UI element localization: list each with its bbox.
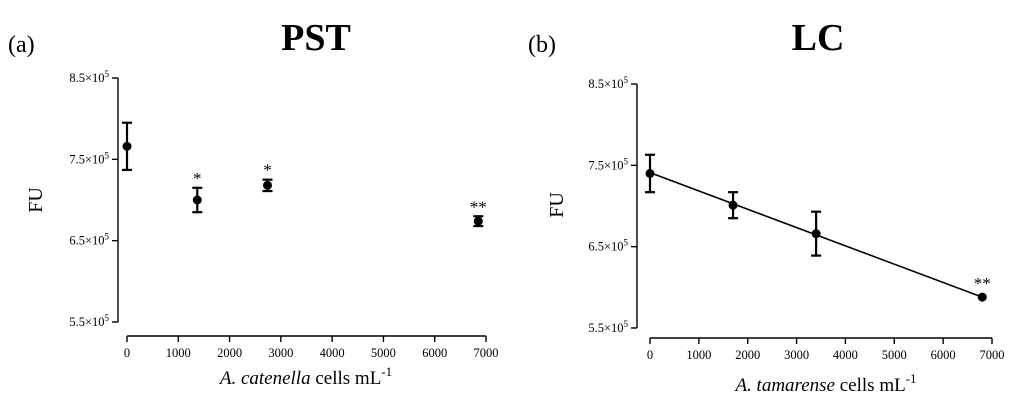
x-tick-label: 6000: [422, 346, 447, 360]
x-tick-label: 7000: [980, 348, 1005, 362]
y-tick-label: 5.5×105: [69, 313, 109, 329]
x-tick-label: 0: [647, 348, 653, 362]
chart-title: PST: [281, 17, 351, 59]
data-point: [728, 200, 738, 210]
x-tick-label: 5000: [882, 348, 907, 362]
y-tick-label: 8.5×105: [69, 69, 109, 85]
chart-panel-b: (b) LC 8.5×105 7.5×105 6.5×105 5.5×105 0 1000 20…: [528, 17, 1005, 396]
y-tick-label: 8.5×105: [588, 75, 628, 91]
x-tick-label: 3000: [784, 348, 809, 362]
data-point-group: [811, 210, 822, 257]
x-tick-label: 1000: [686, 348, 711, 362]
x-axis-label: A. catenella cells mL-1: [218, 364, 392, 389]
y-axis-label: FU: [25, 187, 47, 213]
panel-label: (b): [528, 32, 556, 58]
data-point-group: *: [192, 169, 203, 214]
significance-mark: *: [263, 161, 272, 180]
data-point: [473, 216, 483, 226]
data-point: [977, 292, 987, 302]
panel-label: (a): [8, 32, 35, 58]
x-tick-label: 5000: [371, 346, 396, 360]
data-point-group: **: [974, 274, 991, 302]
data-point-group: [645, 153, 655, 194]
x-tick-label: 2000: [217, 346, 242, 360]
y-tick-label: 5.5×105: [588, 319, 628, 335]
x-axis-label: A. tamarense cells mL-1: [733, 371, 916, 396]
data-point: [122, 141, 132, 151]
data-point-group: [122, 121, 132, 172]
data-point: [263, 180, 273, 190]
data-point: [645, 168, 655, 178]
data-point: [811, 229, 821, 239]
y-axis-label: FU: [546, 192, 568, 218]
y-tick-label: 7.5×105: [69, 150, 109, 166]
data-point: [192, 195, 202, 205]
data-point-group: **: [470, 197, 487, 228]
x-tick-label: 3000: [268, 346, 293, 360]
x-tick-label: 2000: [735, 348, 760, 362]
x-tick-label: 0: [124, 346, 130, 360]
y-tick-label: 6.5×105: [69, 232, 109, 248]
data-point-group: *: [262, 161, 273, 193]
data-point-group: [728, 191, 739, 220]
x-tick-label: 4000: [833, 348, 858, 362]
chart-title: LC: [792, 17, 845, 59]
x-tick-label: 7000: [474, 346, 499, 360]
x-tick-label: 4000: [320, 346, 345, 360]
chart-panel-a: (a) PST 8.5×105 7.5×105 6.5×105 5.5×105 0 1000 2…: [8, 17, 499, 389]
significance-mark: *: [193, 169, 202, 188]
significance-mark: **: [974, 274, 991, 293]
y-tick-label: 6.5×105: [588, 238, 628, 254]
significance-mark: **: [470, 197, 487, 216]
x-tick-label: 6000: [931, 348, 956, 362]
y-tick-label: 7.5×105: [588, 156, 628, 172]
x-tick-label: 1000: [166, 346, 191, 360]
